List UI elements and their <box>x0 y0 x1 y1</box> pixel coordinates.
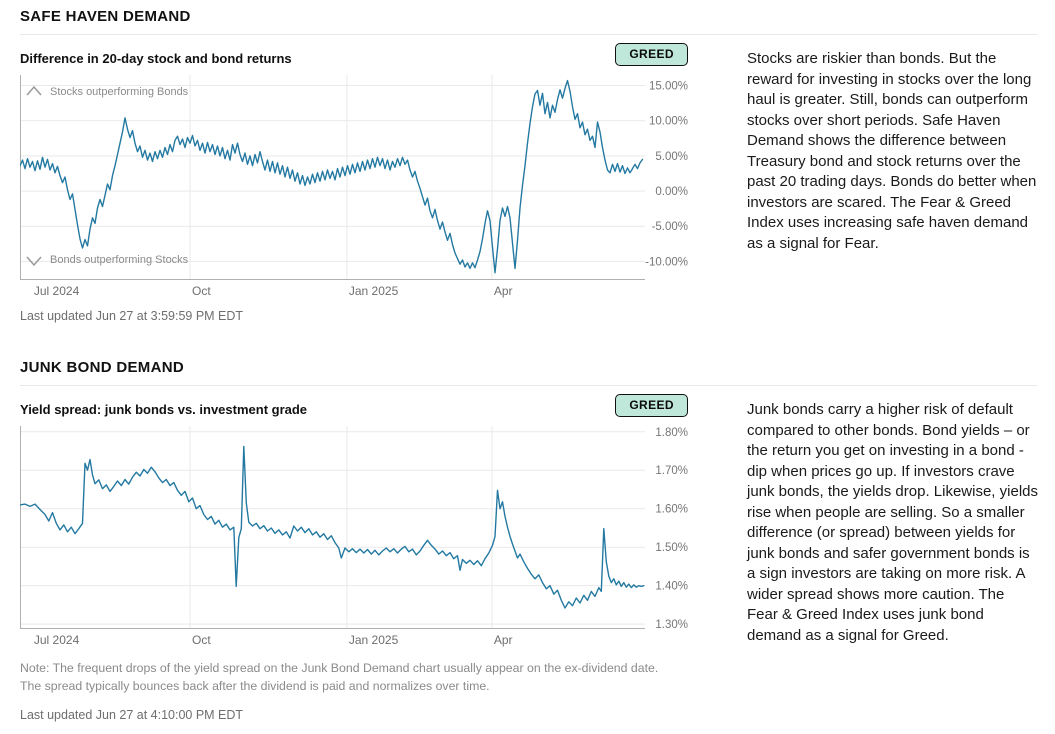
chart-annotation: Stocks outperforming Bonds <box>50 86 189 98</box>
x-axis-label: Oct <box>192 633 211 647</box>
x-axis-label: Jul 2024 <box>34 633 80 647</box>
y-axis-label: 5.00% <box>655 151 688 163</box>
junk-bond-demand-section: JUNK BOND DEMAND Yield spread: junk bond… <box>20 359 1039 722</box>
section-body: Yield spread: junk bonds vs. investment … <box>20 386 1039 722</box>
description-column: Junk bonds carry a higher risk of defaul… <box>747 386 1039 722</box>
y-axis-label: 0.00% <box>655 186 688 198</box>
chart-header: Difference in 20-day stock and bond retu… <box>20 35 710 71</box>
greed-badge: GREED <box>615 394 688 417</box>
section-title-safe-haven: SAFE HAVEN DEMAND <box>20 8 1037 35</box>
section-description: Stocks are riskier than bonds. But the r… <box>747 50 1037 252</box>
safe-haven-demand-section: SAFE HAVEN DEMAND Difference in 20-day s… <box>20 8 1037 323</box>
y-axis-label: 1.70% <box>655 465 688 477</box>
x-axis-label: Apr <box>494 633 513 647</box>
y-axis-label: -5.00% <box>652 221 688 233</box>
junk-bond-chart[interactable]: 1.80% 1.70% 1.60% 1.50% 1.40% 1.30% Jul 2024 Oc… <box>20 422 710 652</box>
chart-line <box>20 445 645 609</box>
x-axis-label: Jan 2025 <box>349 284 399 298</box>
x-axis-label: Oct <box>192 284 211 298</box>
y-axis-label: 1.30% <box>655 619 688 631</box>
chart-column: Difference in 20-day stock and bond retu… <box>20 35 710 323</box>
y-axis-label: 1.60% <box>655 504 688 516</box>
y-axis-label: 10.00% <box>649 116 688 128</box>
chart-column: Yield spread: junk bonds vs. investment … <box>20 386 710 722</box>
chart-header: Yield spread: junk bonds vs. investment … <box>20 386 710 422</box>
y-axis-label: 15.00% <box>649 81 688 93</box>
section-description: Junk bonds carry a higher risk of defaul… <box>747 401 1038 645</box>
chevron-down-icon <box>26 256 42 267</box>
x-axis-label: Apr <box>494 284 513 298</box>
y-axis-label: -10.00% <box>645 256 688 268</box>
y-axis-label: 1.50% <box>655 542 688 554</box>
last-updated-text: Last updated Jun 27 at 4:10:00 PM EDT <box>20 707 244 722</box>
section-title-junk-bond: JUNK BOND DEMAND <box>20 359 1037 386</box>
x-axis-label: Jan 2025 <box>349 633 399 647</box>
greed-badge: GREED <box>615 43 688 66</box>
x-axis-label: Jul 2024 <box>34 284 80 298</box>
chart-note: Note: The frequent drops of the yield sp… <box>20 661 659 693</box>
last-updated-text: Last updated Jun 27 at 3:59:59 PM EDT <box>20 309 244 323</box>
y-axis-label: 1.80% <box>655 427 688 439</box>
safe-haven-chart[interactable]: 15.00% 10.00% 5.00% 0.00% -5.00% -10.00% Jul 2… <box>20 71 710 303</box>
chart-title: Difference in 20-day stock and bond retu… <box>20 51 292 66</box>
y-axis-label: 1.40% <box>655 581 688 593</box>
description-column: Stocks are riskier than bonds. But the r… <box>747 35 1039 323</box>
chevron-up-icon <box>26 85 42 96</box>
chart-annotation: Bonds outperforming Stocks <box>50 254 189 266</box>
chart-line <box>20 79 644 274</box>
chart-title: Yield spread: junk bonds vs. investment … <box>20 402 308 417</box>
section-body: Difference in 20-day stock and bond retu… <box>20 35 1037 323</box>
